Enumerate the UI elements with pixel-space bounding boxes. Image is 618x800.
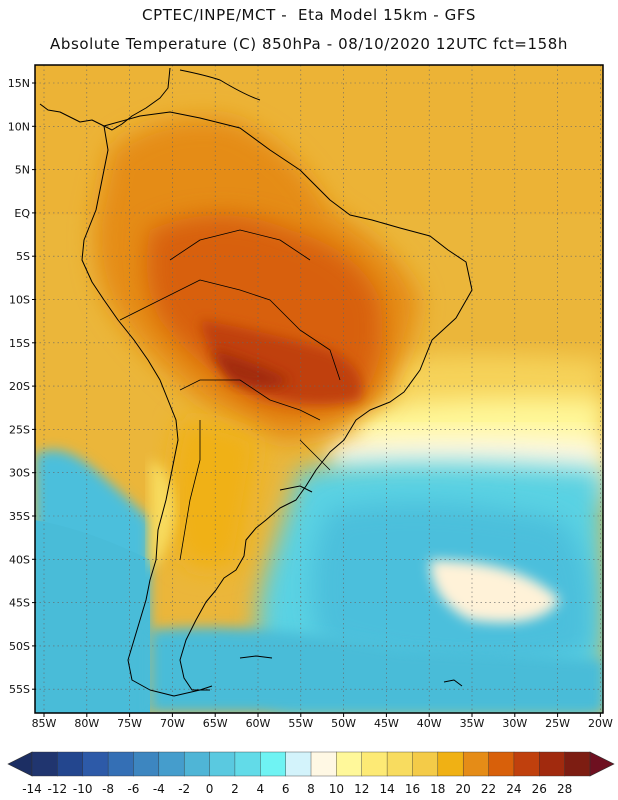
map-title-line2: Absolute Temperature (C) 850hPa - 08/10/… (49, 35, 569, 53)
colorbar-tick-label: 4 (256, 782, 264, 796)
colorbar-tick-label: 8 (307, 782, 315, 796)
latitude-label: 10S (9, 294, 30, 307)
colorbar-swatch (82, 751, 109, 777)
colorbar-tick-label: -14 (22, 782, 42, 796)
latitude-axis-labels: 15N 10N 5N EQ 5S 10S 15S 20S 25S 30S 35S 40S 45S 50S 5… (8, 77, 36, 696)
latitude-label: EQ (14, 207, 30, 220)
longitude-label: 35W (460, 717, 485, 730)
colorbar-swatch (133, 751, 160, 777)
colorbar-swatch (462, 751, 490, 777)
latitude-label: 15S (9, 337, 30, 350)
longitude-label: 40W (417, 717, 442, 730)
colorbar-tick-label: 22 (481, 782, 496, 796)
colorbar-tick-label: -10 (73, 782, 93, 796)
latitude-label: 15N (8, 77, 30, 90)
colorbar-tick-label: -12 (48, 782, 68, 796)
colorbar-swatch (158, 751, 185, 777)
graticule (35, 65, 603, 713)
colorbar-swatch (234, 751, 261, 777)
colorbar-swatch (386, 751, 413, 777)
map-title-line1: CPTEC/INPE/MCT - Eta Model 15km - GFS (142, 6, 476, 24)
colorbar-tick-label: -6 (127, 782, 139, 796)
colorbar-swatch (57, 751, 84, 777)
colorbar-tick-label: -8 (102, 782, 114, 796)
colorbar-swatch (539, 751, 566, 777)
colorbar-tick-label: 28 (557, 782, 572, 796)
colorbar-tick-label: 18 (430, 782, 445, 796)
longitude-label: 20W (588, 717, 613, 730)
latitude-label: 25S (9, 423, 30, 436)
temperature-field (35, 65, 603, 713)
latitude-label: 20S (9, 380, 30, 393)
colorbar-tick-label: 24 (506, 782, 521, 796)
colorbar-tick-label: -2 (178, 782, 190, 796)
latitude-label: 30S (9, 467, 30, 480)
longitude-label: 65W (203, 717, 228, 730)
colorbar-tick-label: 16 (405, 782, 420, 796)
colorbar-tick-label: 26 (532, 782, 547, 796)
latitude-label: 45S (9, 597, 30, 610)
map-frame (34, 64, 604, 714)
colorbar-swatch (564, 751, 591, 777)
longitude-label: 25W (545, 717, 570, 730)
longitude-label: 75W (117, 717, 142, 730)
longitude-label: 50W (331, 717, 356, 730)
latitude-label: 50S (9, 640, 30, 653)
longitude-label: 55W (288, 717, 313, 730)
colorbar-swatch (31, 751, 58, 777)
colorbar-swatch (285, 751, 312, 777)
longitude-label: 85W (32, 717, 57, 730)
colorbar-tick-label: 2 (231, 782, 239, 796)
colorbar-swatch (361, 751, 388, 777)
colorbar-swatch (488, 751, 515, 777)
colorbar-tick-label: 0 (206, 782, 214, 796)
longitude-label: 30W (502, 717, 527, 730)
colorbar-tick-label: -4 (153, 782, 165, 796)
colorbar-tick-label: 20 (456, 782, 471, 796)
longitude-label: 60W (246, 717, 271, 730)
colorbar-swatch (310, 751, 337, 777)
colorbar-swatch (336, 751, 363, 777)
colorbar-swatch (209, 751, 236, 777)
longitude-label: 70W (160, 717, 185, 730)
latitude-label: 10N (8, 120, 30, 133)
colorbar-swatch (107, 751, 134, 777)
longitude-axis-labels: 85W 80W 75W 70W 65W 60W 55W 50W 45W 40W 35W 30W 25W 2… (32, 713, 613, 730)
colorbar-tick-labels: -14 -12 -10 -8 -6 -4 -2 0 2 4 6 8 10 12 14 16 18 20 22 24 26… (22, 782, 572, 796)
colorbar-swatch (412, 751, 439, 777)
colorbar-tick-label: 14 (379, 782, 394, 796)
latitude-label: 40S (9, 553, 30, 566)
latitude-label: 5S (16, 250, 30, 263)
latitude-label: 55S (9, 683, 30, 696)
colorbar-swatch (437, 751, 464, 777)
colorbar-tick-label: 6 (282, 782, 290, 796)
latitude-label: 35S (9, 510, 30, 523)
colorbar-swatch (513, 751, 540, 777)
coastlines (39, 67, 473, 697)
colorbar-tick-label: 10 (329, 782, 344, 796)
colorbar-tick-label: 12 (354, 782, 369, 796)
temperature-colorbar (7, 751, 615, 777)
colorbar-over-arrow (589, 751, 615, 777)
colorbar-swatch (260, 751, 287, 777)
colorbar-under-arrow (7, 751, 33, 777)
longitude-label: 45W (374, 717, 399, 730)
latitude-label: 5N (15, 164, 30, 177)
longitude-label: 80W (74, 717, 99, 730)
colorbar-swatch (183, 751, 211, 777)
